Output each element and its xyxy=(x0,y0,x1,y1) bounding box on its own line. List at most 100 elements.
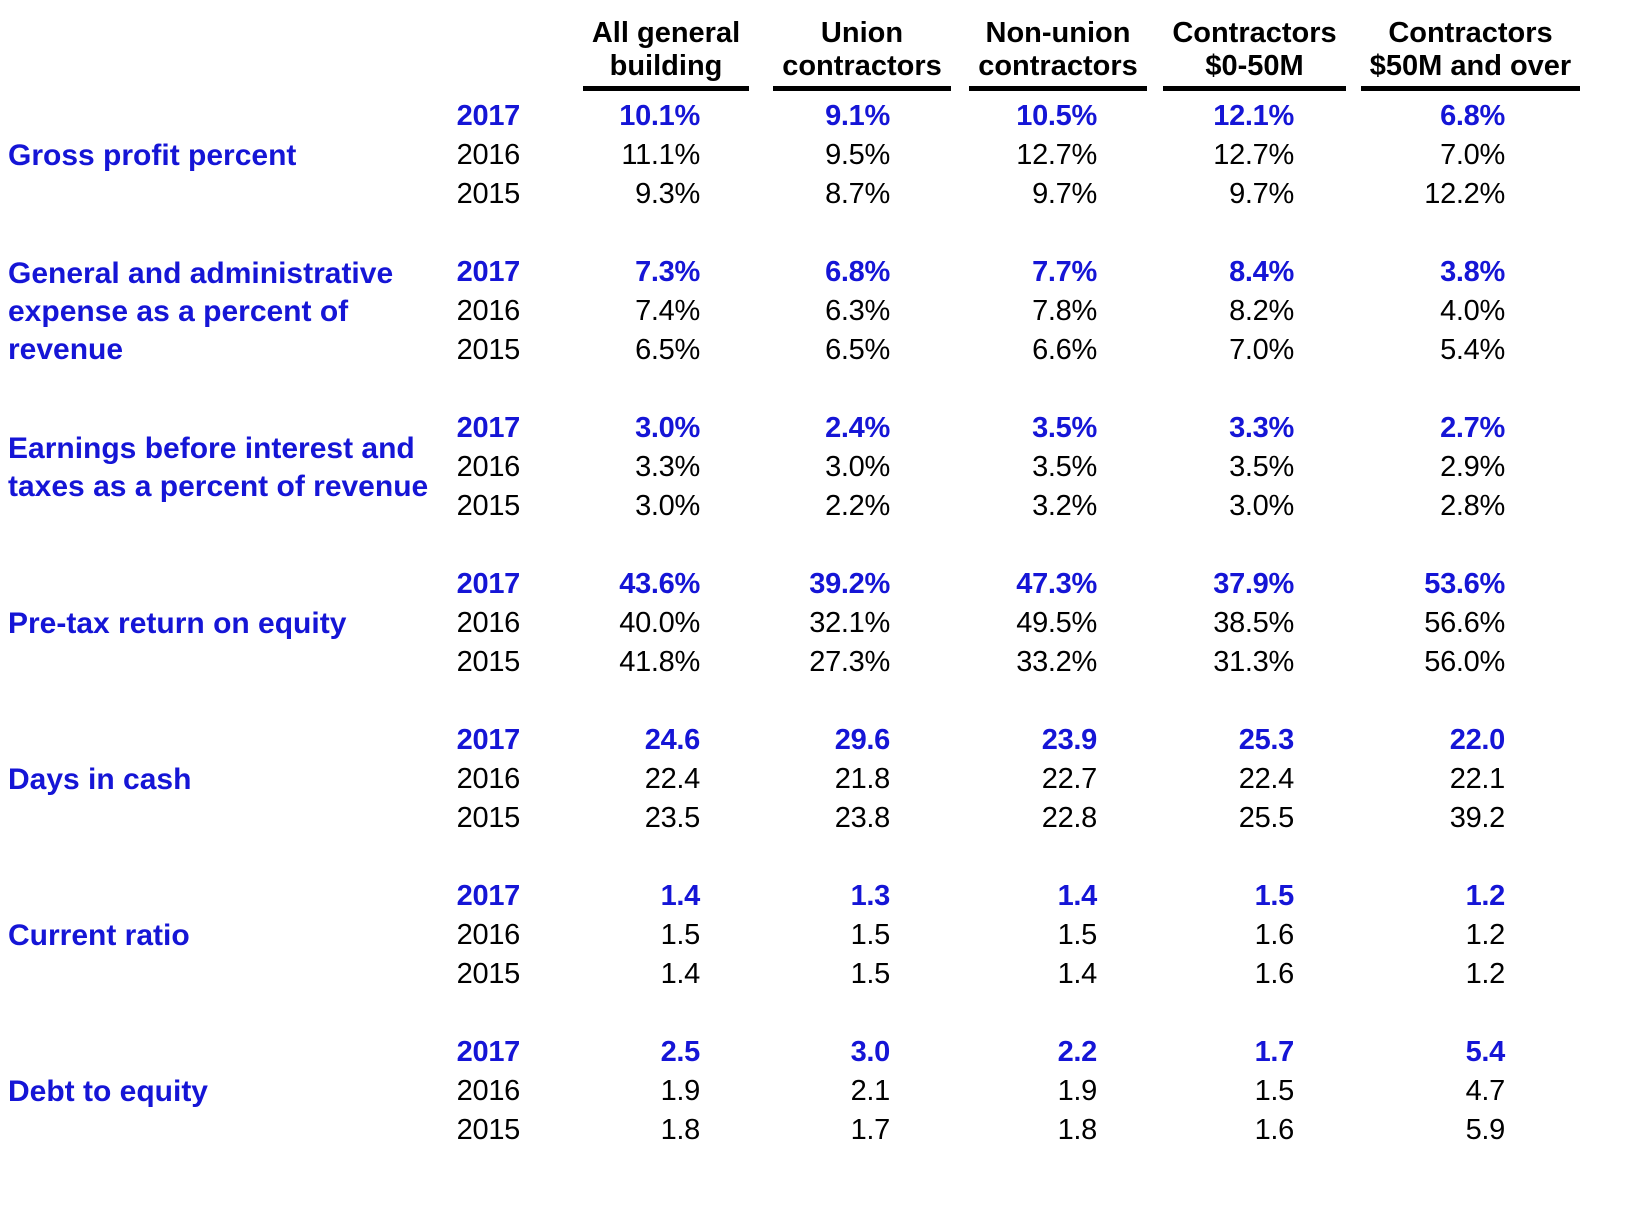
column-header-underline: Contractors $50M and over xyxy=(1360,17,1581,91)
value-cell: 22.4 xyxy=(1238,763,1295,795)
year-cell: 2015 xyxy=(456,646,521,678)
value-cell: 2.2 xyxy=(1057,1036,1098,1068)
table-header: All general building Union contractors Non… xyxy=(0,0,1588,97)
value-cell: 32.1% xyxy=(809,607,890,639)
spacer-row xyxy=(0,370,1588,409)
column-header-line2: contractors xyxy=(782,50,942,82)
value-cell: 3.0% xyxy=(635,490,700,522)
value-cell: 9.7% xyxy=(1229,178,1294,210)
value-cell: 22.0 xyxy=(1449,724,1506,756)
value-cell: 12.7% xyxy=(1213,139,1294,171)
table-row-2016: 2016 7.4% 6.3% 7.8% 8.2% 4.0% xyxy=(0,292,1588,331)
value-cell: 53.6% xyxy=(1424,568,1505,600)
value-cell: 1.5 xyxy=(660,919,701,951)
value-cell: 8.4% xyxy=(1229,256,1294,288)
value-cell: 7.0% xyxy=(1229,334,1294,366)
year-cell: 2015 xyxy=(456,802,521,834)
year-cell: 2017 xyxy=(456,724,521,756)
value-cell: 25.5 xyxy=(1238,802,1295,834)
column-header-contractors-0-50m: Contractors $0-50M xyxy=(1156,0,1353,97)
value-cell: 9.3% xyxy=(635,178,700,210)
value-cell: 5.9 xyxy=(1465,1114,1506,1146)
value-cell: 7.3% xyxy=(635,256,700,288)
metric-label-gross-profit-percent: Gross profit percent xyxy=(8,138,297,172)
value-cell: 2.4% xyxy=(825,412,890,444)
value-cell: 1.4 xyxy=(1057,880,1098,912)
metric-label-debt-to-equity: Debt to equity xyxy=(8,1074,208,1108)
value-cell: 23.8 xyxy=(834,802,891,834)
value-cell: 29.6 xyxy=(834,724,891,756)
value-cell: 12.1% xyxy=(1213,100,1294,132)
table-row-2015: 2015 1.4 1.5 1.4 1.6 1.2 xyxy=(0,955,1588,994)
year-cell: 2015 xyxy=(456,958,521,990)
header-row: All general building Union contractors Non… xyxy=(0,0,1588,97)
metric-label-pretax-return-on-equity: Pre-tax return on equity xyxy=(8,606,347,640)
value-cell: 10.5% xyxy=(1016,100,1097,132)
value-cell: 1.5 xyxy=(1254,880,1295,912)
year-cell: 2015 xyxy=(456,1114,521,1146)
year-cell: 2016 xyxy=(456,607,521,639)
year-cell: 2017 xyxy=(456,412,521,444)
year-cell: 2016 xyxy=(456,139,521,171)
metric-label-ebit: Earnings before interest and taxes as a … xyxy=(8,431,429,503)
value-cell: 9.5% xyxy=(825,139,890,171)
value-cell: 2.5 xyxy=(660,1036,701,1068)
value-cell: 38.5% xyxy=(1213,607,1294,639)
table-row-2017: Current ratio 2017 1.4 1.3 1.4 1.5 1.2 xyxy=(0,877,1588,952)
value-cell: 3.5% xyxy=(1032,451,1097,483)
year-cell: 2015 xyxy=(456,490,521,522)
value-cell: 3.8% xyxy=(1440,256,1505,288)
value-cell: 25.3 xyxy=(1238,724,1295,756)
value-cell: 9.1% xyxy=(825,100,890,132)
value-cell: 39.2 xyxy=(1449,802,1506,834)
value-cell: 3.5% xyxy=(1229,451,1294,483)
column-header-underline: Non-union contractors xyxy=(969,17,1147,91)
value-cell: 2.8% xyxy=(1440,490,1505,522)
year-cell: 2017 xyxy=(456,256,521,288)
table-row-2015: 2015 3.0% 2.2% 3.2% 3.0% 2.8% xyxy=(0,487,1588,526)
value-cell: 2.1 xyxy=(850,1075,891,1107)
table-row-2015: 2015 23.5 23.8 22.8 25.5 39.2 xyxy=(0,799,1588,838)
year-cell: 2017 xyxy=(456,1036,521,1068)
column-header-line1: Contractors xyxy=(1388,17,1553,49)
value-cell: 3.2% xyxy=(1032,490,1097,522)
value-cell: 23.9 xyxy=(1041,724,1098,756)
year-cell: 2016 xyxy=(456,919,521,951)
header-spacer-year xyxy=(440,0,568,97)
value-cell: 3.0% xyxy=(635,412,700,444)
table-row-2017: Earnings before interest and taxes as a … xyxy=(0,409,1588,503)
table-row-2015: 2015 6.5% 6.5% 6.6% 7.0% 5.4% xyxy=(0,331,1588,370)
value-cell: 12.7% xyxy=(1016,139,1097,171)
value-cell: 6.8% xyxy=(825,256,890,288)
value-cell: 6.6% xyxy=(1032,334,1097,366)
value-cell: 8.2% xyxy=(1229,295,1294,327)
value-cell: 2.7% xyxy=(1440,412,1505,444)
value-cell: 3.5% xyxy=(1032,412,1097,444)
value-cell: 12.2% xyxy=(1424,178,1505,210)
value-cell: 47.3% xyxy=(1016,568,1097,600)
column-header-all-general-building: All general building xyxy=(568,0,764,97)
value-cell: 1.4 xyxy=(1057,958,1098,990)
value-cell: 1.4 xyxy=(660,958,701,990)
value-cell: 9.7% xyxy=(1032,178,1097,210)
value-cell: 11.1% xyxy=(621,139,700,171)
year-cell: 2017 xyxy=(456,100,521,132)
column-header-line2: contractors xyxy=(978,50,1138,82)
value-cell: 1.9 xyxy=(660,1075,701,1107)
spacer-row xyxy=(0,682,1588,721)
value-cell: 22.4 xyxy=(644,763,701,795)
value-cell: 1.7 xyxy=(1254,1036,1295,1068)
table-row-2016: 2016 22.4 21.8 22.7 22.4 22.1 xyxy=(0,760,1588,799)
benchmark-table: All general building Union contractors Non… xyxy=(0,0,1588,1146)
table-row-2015: 2015 9.3% 8.7% 9.7% 9.7% 12.2% xyxy=(0,175,1588,214)
value-cell: 2.2% xyxy=(825,490,890,522)
table-row-2015: 2015 41.8% 27.3% 33.2% 31.3% 56.0% xyxy=(0,643,1588,682)
table-row-2016: 2016 3.3% 3.0% 3.5% 3.5% 2.9% xyxy=(0,448,1588,487)
value-cell: 3.3% xyxy=(1229,412,1294,444)
table-row-2017: Days in cash 2017 24.6 29.6 23.9 25.3 22… xyxy=(0,721,1588,796)
table-row-2017: Gross profit percent 2017 10.1% 9.1% 10.… xyxy=(0,97,1588,172)
value-cell: 1.5 xyxy=(850,958,891,990)
year-cell: 2016 xyxy=(456,295,521,327)
value-cell: 39.2% xyxy=(809,568,890,600)
value-cell: 56.6% xyxy=(1424,607,1505,639)
